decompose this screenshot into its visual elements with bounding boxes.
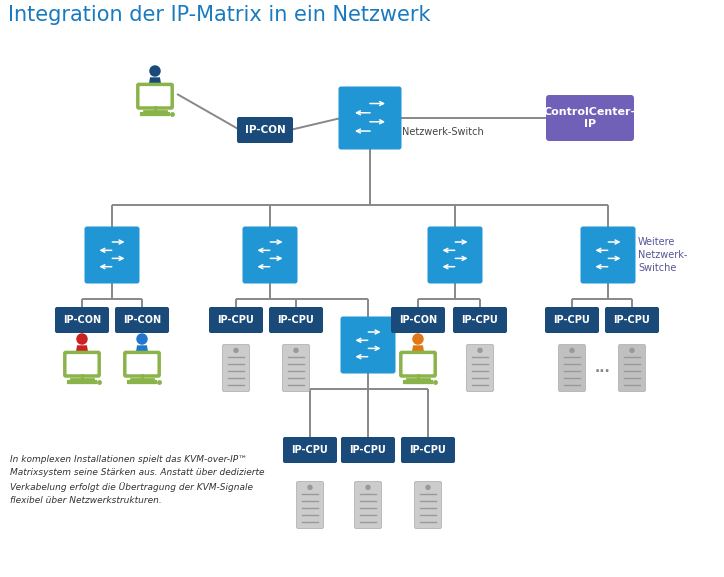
FancyBboxPatch shape [545,307,599,333]
FancyBboxPatch shape [209,307,263,333]
Text: IP-CON: IP-CON [63,315,101,325]
Text: Integration der IP-Matrix in ein Netzwerk: Integration der IP-Matrix in ein Netzwer… [8,5,431,25]
Polygon shape [135,345,149,357]
FancyBboxPatch shape [243,227,298,283]
Text: IP-CPU: IP-CPU [292,445,329,455]
Polygon shape [75,345,89,357]
Polygon shape [411,345,425,357]
Polygon shape [148,77,162,89]
FancyBboxPatch shape [427,227,482,283]
FancyBboxPatch shape [138,84,172,108]
Text: Netzwerk-Switch: Netzwerk-Switch [402,127,484,137]
Text: IP-CON: IP-CON [245,125,285,135]
Text: IP-CPU: IP-CPU [614,315,650,325]
FancyBboxPatch shape [283,437,337,463]
Text: ...: ... [594,361,610,375]
FancyBboxPatch shape [222,344,250,392]
FancyBboxPatch shape [341,437,395,463]
FancyBboxPatch shape [618,344,646,392]
FancyBboxPatch shape [67,380,97,384]
FancyBboxPatch shape [55,307,109,333]
Circle shape [77,334,87,344]
Circle shape [366,485,370,489]
Circle shape [137,334,147,344]
FancyBboxPatch shape [401,437,455,463]
FancyBboxPatch shape [581,227,636,283]
Circle shape [478,349,482,353]
FancyBboxPatch shape [140,112,170,116]
FancyBboxPatch shape [453,307,507,333]
Circle shape [294,349,298,353]
FancyBboxPatch shape [401,353,435,376]
Text: IP-CPU: IP-CPU [277,315,314,325]
Text: IP-CON: IP-CON [123,315,161,325]
FancyBboxPatch shape [282,344,309,392]
FancyBboxPatch shape [125,353,159,376]
Text: In komplexen Installationen spielt das KVM-over-IP™
Matrixsystem seine Stärken a: In komplexen Installationen spielt das K… [10,455,264,505]
Circle shape [413,334,423,344]
FancyBboxPatch shape [355,481,382,529]
FancyBboxPatch shape [415,481,442,529]
Text: IP-CPU: IP-CPU [462,315,498,325]
FancyBboxPatch shape [237,117,293,143]
FancyBboxPatch shape [127,380,157,384]
Text: IP-CPU: IP-CPU [350,445,387,455]
FancyBboxPatch shape [546,95,634,141]
FancyBboxPatch shape [85,227,140,283]
FancyBboxPatch shape [391,307,445,333]
FancyBboxPatch shape [115,307,169,333]
FancyBboxPatch shape [466,344,494,392]
Text: Weitere
Netzwerk-
Switche: Weitere Netzwerk- Switche [638,237,687,273]
FancyBboxPatch shape [403,380,433,384]
Text: ControlCenter-
IP: ControlCenter- IP [544,107,636,129]
FancyBboxPatch shape [65,353,99,376]
Text: IP-CPU: IP-CPU [218,315,254,325]
FancyBboxPatch shape [558,344,586,392]
Circle shape [630,349,634,353]
Text: IP-CPU: IP-CPU [554,315,590,325]
Text: IP-CPU: IP-CPU [410,445,447,455]
FancyBboxPatch shape [297,481,324,529]
Text: IP-CON: IP-CON [399,315,437,325]
Circle shape [308,485,312,489]
Circle shape [426,485,430,489]
Circle shape [150,66,160,76]
FancyBboxPatch shape [340,317,395,373]
FancyBboxPatch shape [339,87,402,149]
FancyBboxPatch shape [605,307,659,333]
FancyBboxPatch shape [269,307,323,333]
Circle shape [570,349,574,353]
Circle shape [234,349,238,353]
